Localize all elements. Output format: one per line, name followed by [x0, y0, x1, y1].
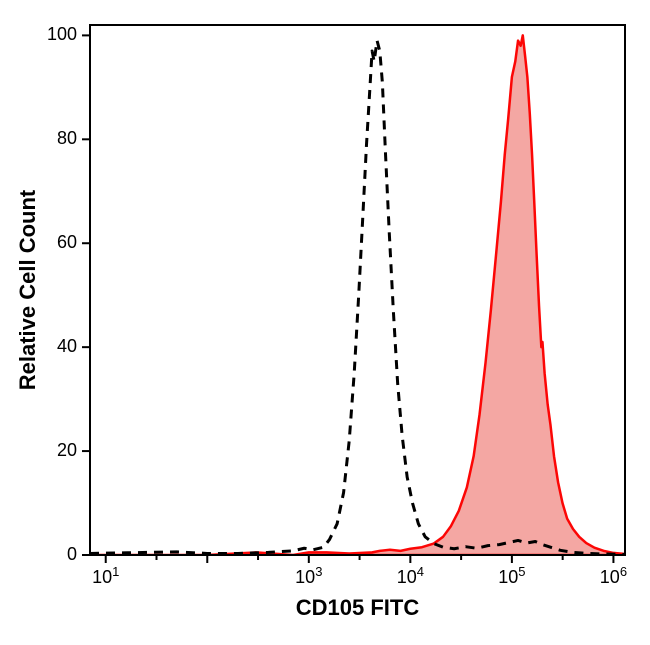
- y-axis-ticks: 0 20 40 60 80 100: [47, 24, 90, 564]
- x-tick-label: 103: [295, 564, 322, 587]
- chart-svg: 101103104105106 020406080100 CD105 FITC …: [0, 0, 650, 645]
- y-tick-label: 100: [47, 24, 77, 44]
- y-tick-label: 0: [67, 544, 77, 564]
- y-tick-label: 60: [57, 232, 77, 252]
- y-tick-label: 40: [57, 336, 77, 356]
- x-axis-label: CD105 FITC: [296, 595, 420, 620]
- x-axis-ticks: 101 103 104 105 106: [92, 555, 627, 587]
- y-tick-label: 20: [57, 440, 77, 460]
- y-tick-label: 80: [57, 128, 77, 148]
- x-tick-label: 104: [397, 564, 424, 587]
- y-axis-label: Relative Cell Count: [15, 189, 40, 390]
- x-tick-label: 101: [92, 564, 119, 587]
- x-tick-label: 105: [498, 564, 525, 587]
- x-tick-label: 106: [600, 564, 627, 587]
- flow-cytometry-histogram: 101103104105106 020406080100 CD105 FITC …: [0, 0, 650, 645]
